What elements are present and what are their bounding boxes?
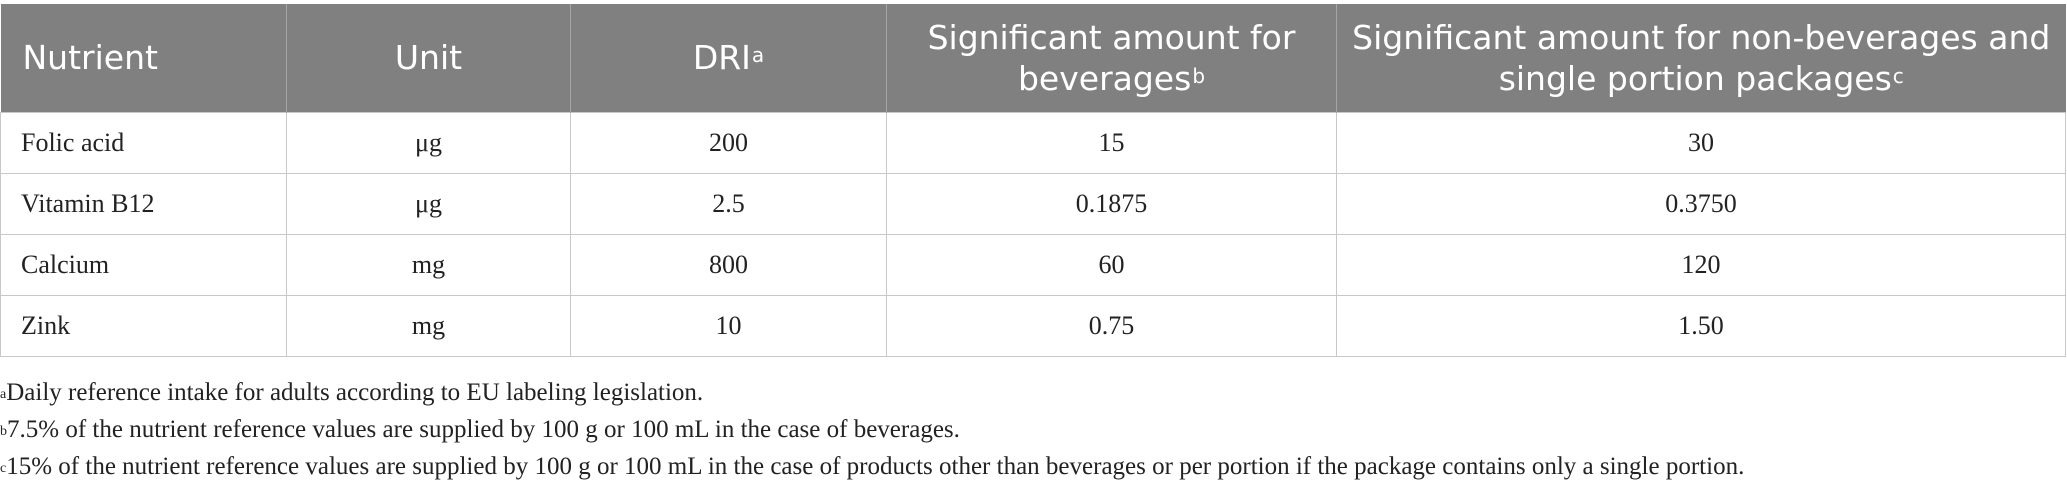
table-row: Folic acid μg 200 15 30: [0, 111, 2066, 174]
table-row: Zink mg 10 0.75 1.50: [0, 294, 2066, 357]
header-row: Nutrient Unit DRIa Significant amount fo…: [0, 4, 2066, 112]
footnote-marker-b: b: [1192, 63, 1206, 88]
footnote-c: c15% of the nutrient reference values ar…: [0, 453, 1745, 480]
cell-dri: 800: [570, 233, 887, 296]
cell-non-beverages: 120: [1336, 233, 2066, 296]
table-header: Nutrient Unit DRIa Significant amount fo…: [0, 4, 2066, 112]
nutrient-table: Nutrient Unit DRIa Significant amount fo…: [0, 4, 2066, 357]
header-non-beverages: Significant amount for non-beverages and…: [1336, 4, 2066, 112]
cell-nutrient: Folic acid: [0, 111, 287, 174]
cell-unit: mg: [286, 233, 571, 296]
table-row: Calcium mg 800 60 120: [0, 233, 2066, 296]
table-body: Folic acid μg 200 15 30 Vitamin B12 μg 2…: [0, 111, 2066, 357]
cell-dri: 10: [570, 294, 887, 357]
cell-non-beverages: 30: [1336, 111, 2066, 174]
cell-beverages: 0.1875: [886, 172, 1337, 235]
header-nutrient: Nutrient: [0, 4, 287, 112]
cell-nutrient: Vitamin B12: [0, 172, 287, 235]
footnote-a: aDaily reference intake for adults accor…: [0, 379, 704, 406]
cell-nutrient: Zink: [0, 294, 287, 357]
footnote-b: b7.5% of the nutrient reference values a…: [0, 416, 960, 443]
footnotes: aDaily reference intake for adults accor…: [0, 374, 1744, 485]
header-dri: DRIa: [570, 4, 887, 112]
cell-dri: 2.5: [570, 172, 887, 235]
cell-non-beverages: 0.3750: [1336, 172, 2066, 235]
cell-non-beverages: 1.50: [1336, 294, 2066, 357]
cell-unit: μg: [286, 111, 571, 174]
table-row: Vitamin B12 μg 2.5 0.1875 0.3750: [0, 172, 2066, 235]
cell-nutrient: Calcium: [0, 233, 287, 296]
cell-beverages: 0.75: [886, 294, 1337, 357]
cell-beverages: 60: [886, 233, 1337, 296]
header-beverages: Significant amount for beveragesb: [886, 4, 1337, 112]
header-unit: Unit: [286, 4, 571, 112]
cell-unit: mg: [286, 294, 571, 357]
nutrient-table-container: Nutrient Unit DRIa Significant amount fo…: [0, 4, 2067, 357]
footnote-marker-c: c: [1892, 63, 1904, 88]
footnote-marker-a: a: [751, 43, 765, 68]
cell-unit: μg: [286, 172, 571, 235]
cell-beverages: 15: [886, 111, 1337, 174]
cell-dri: 200: [570, 111, 887, 174]
